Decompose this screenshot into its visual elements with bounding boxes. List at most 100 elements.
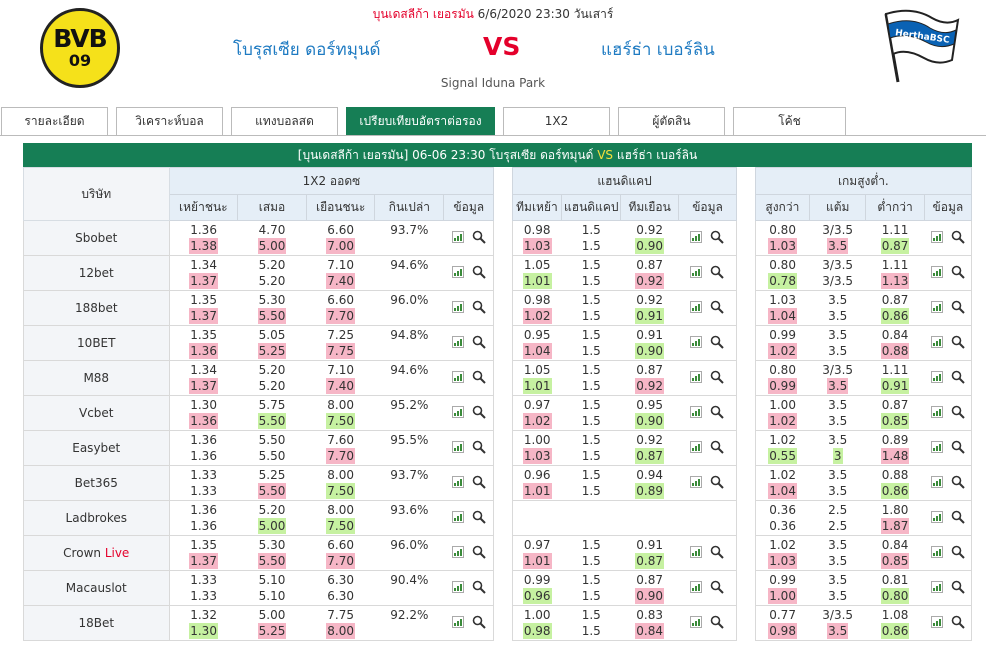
bookmaker-name[interactable]: M88 — [23, 360, 170, 396]
bookmaker-name[interactable]: 18Bet — [23, 605, 170, 641]
magnifier-icon[interactable] — [951, 475, 965, 489]
draw-odds: 5.30 5.50 — [237, 535, 307, 571]
bar-chart-icon[interactable] — [451, 231, 464, 243]
magnifier-icon[interactable] — [951, 265, 965, 279]
bar-chart-icon[interactable] — [451, 301, 464, 313]
bar-chart-icon[interactable] — [451, 336, 464, 348]
bar-chart-icon[interactable] — [690, 581, 703, 593]
magnifier-icon[interactable] — [472, 440, 486, 454]
magnifier-icon[interactable] — [472, 615, 486, 629]
bar-chart-icon[interactable] — [690, 441, 703, 453]
bar-chart-icon[interactable] — [690, 336, 703, 348]
bar-chart-icon[interactable] — [930, 441, 943, 453]
bar-chart-icon[interactable] — [930, 546, 943, 558]
magnifier-icon[interactable] — [951, 300, 965, 314]
magnifier-icon[interactable] — [710, 545, 725, 559]
bar-chart-icon[interactable] — [930, 231, 943, 243]
tab-live-bet[interactable]: แทงบอลสด — [231, 107, 338, 136]
bookmaker-name[interactable]: Sbobet — [23, 220, 170, 256]
magnifier-icon[interactable] — [472, 580, 486, 594]
bar-chart-icon[interactable] — [451, 266, 464, 278]
magnifier-icon[interactable] — [472, 510, 486, 524]
magnifier-icon[interactable] — [472, 265, 486, 279]
bar-chart-icon[interactable] — [930, 301, 943, 313]
bar-chart-icon[interactable] — [690, 476, 703, 488]
bookmaker-name[interactable]: 10BET — [23, 325, 170, 361]
tab-referee[interactable]: ผู้ตัดสิน — [618, 107, 725, 136]
magnifier-icon[interactable] — [710, 440, 725, 454]
bar-chart-icon[interactable] — [690, 231, 703, 243]
bar-chart-icon[interactable] — [690, 371, 703, 383]
magnifier-icon[interactable] — [710, 475, 725, 489]
away-team-name[interactable]: แฮร์ธ่า เบอร์ลิน — [601, 40, 715, 60]
tab-details[interactable]: รายละเอียด — [1, 107, 108, 136]
magnifier-icon[interactable] — [472, 370, 486, 384]
magnifier-icon[interactable] — [472, 405, 486, 419]
bar-chart-icon[interactable] — [930, 336, 943, 348]
bookmaker-name[interactable]: 188bet — [23, 290, 170, 326]
bar-chart-icon[interactable] — [930, 266, 943, 278]
bar-chart-icon[interactable] — [451, 581, 464, 593]
bar-chart-icon[interactable] — [690, 406, 703, 418]
bar-chart-icon[interactable] — [451, 511, 464, 523]
magnifier-icon[interactable] — [472, 475, 486, 489]
magnifier-icon[interactable] — [472, 300, 486, 314]
bar-chart-icon[interactable] — [690, 301, 703, 313]
magnifier-icon[interactable] — [710, 230, 725, 244]
magnifier-icon[interactable] — [951, 335, 965, 349]
magnifier-icon[interactable] — [472, 335, 486, 349]
magnifier-icon[interactable] — [951, 440, 965, 454]
magnifier-icon[interactable] — [472, 230, 486, 244]
bookmaker-name[interactable]: 12bet — [23, 255, 170, 291]
hdp-line-opening-value: 1.5 — [581, 573, 601, 587]
bookmaker-name[interactable]: Crown Live — [23, 535, 170, 571]
magnifier-icon[interactable] — [951, 510, 965, 524]
tab-1x2[interactable]: 1X2 — [503, 107, 610, 136]
draw-odds-opening-value: 5.20 — [258, 258, 286, 272]
bookmaker-name[interactable]: Easybet — [23, 430, 170, 466]
magnifier-icon[interactable] — [710, 265, 725, 279]
magnifier-icon[interactable] — [710, 335, 725, 349]
magnifier-icon[interactable] — [710, 370, 725, 384]
magnifier-icon[interactable] — [951, 405, 965, 419]
bar-chart-icon[interactable] — [930, 406, 943, 418]
magnifier-icon[interactable] — [472, 545, 486, 559]
bar-chart-icon[interactable] — [930, 581, 943, 593]
bar-chart-icon[interactable] — [930, 511, 943, 523]
magnifier-icon[interactable] — [951, 545, 965, 559]
tab-analysis[interactable]: วิเคราะห์บอล — [116, 107, 223, 136]
bar-chart-icon[interactable] — [451, 546, 464, 558]
bar-chart-icon[interactable] — [930, 616, 943, 628]
bar-chart-icon[interactable] — [690, 546, 703, 558]
under-odds-opening: 1.11 — [866, 222, 924, 238]
bar-chart-icon[interactable] — [930, 476, 943, 488]
bar-chart-icon[interactable] — [690, 616, 703, 628]
magnifier-icon[interactable] — [710, 405, 725, 419]
draw-odds-opening-value: 5.25 — [258, 468, 286, 482]
magnifier-icon[interactable] — [951, 580, 965, 594]
home-team-name[interactable]: โบรุสเซีย ดอร์ทมุนด์ — [233, 40, 381, 60]
bookmaker-name[interactable]: Bet365 — [23, 465, 170, 501]
bar-chart-icon[interactable] — [930, 371, 943, 383]
bar-chart-icon[interactable] — [451, 616, 464, 628]
hdp-line-current: 1.5 — [562, 273, 621, 289]
info-cell — [443, 465, 495, 501]
magnifier-icon[interactable] — [710, 300, 725, 314]
bar-chart-icon[interactable] — [690, 266, 703, 278]
bookmaker-name[interactable]: Vcbet — [23, 395, 170, 431]
magnifier-icon[interactable] — [710, 580, 725, 594]
magnifier-icon[interactable] — [951, 230, 965, 244]
magnifier-icon[interactable] — [710, 615, 725, 629]
bar-chart-icon[interactable] — [451, 406, 464, 418]
magnifier-icon[interactable] — [951, 615, 965, 629]
magnifier-icon[interactable] — [951, 370, 965, 384]
tab-coach[interactable]: โค้ช — [733, 107, 846, 136]
bar-chart-icon[interactable] — [451, 371, 464, 383]
bar-chart-icon[interactable] — [451, 476, 464, 488]
tab-compare-odds[interactable]: เปรียบเทียบอัตราต่อรอง — [346, 107, 495, 136]
bookmaker-name[interactable]: Ladbrokes — [23, 500, 170, 536]
hdp-home-odds: 0.97 1.01 — [511, 535, 562, 571]
bookmaker-name[interactable]: Macauslot — [23, 570, 170, 606]
bar-chart-icon[interactable] — [451, 441, 464, 453]
league-name[interactable]: บุนเดสลีก้า เยอรมัน — [372, 7, 474, 21]
